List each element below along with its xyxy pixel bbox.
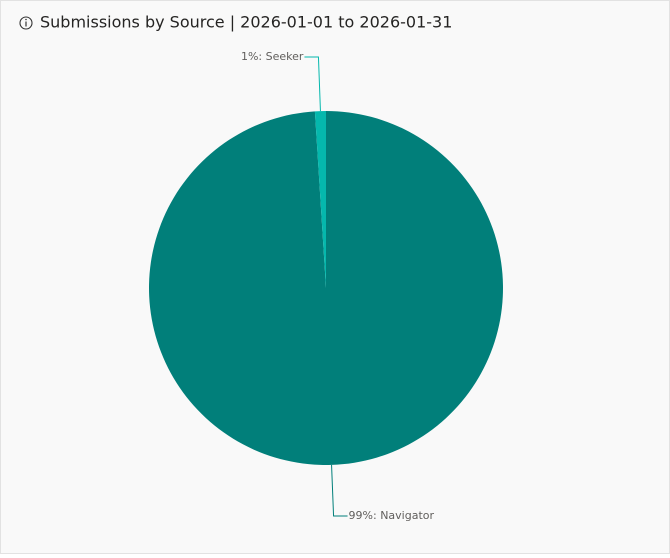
chart-title: Submissions by Source | 2026-01-01 to 20… (40, 13, 452, 32)
data-label: 99%: Navigator (349, 509, 435, 522)
leader-line (331, 464, 348, 517)
pie-slice (314, 111, 326, 288)
info-icon[interactable] (19, 16, 33, 30)
data-label: 1%: Seeker (241, 50, 304, 63)
leader-line (304, 56, 321, 112)
